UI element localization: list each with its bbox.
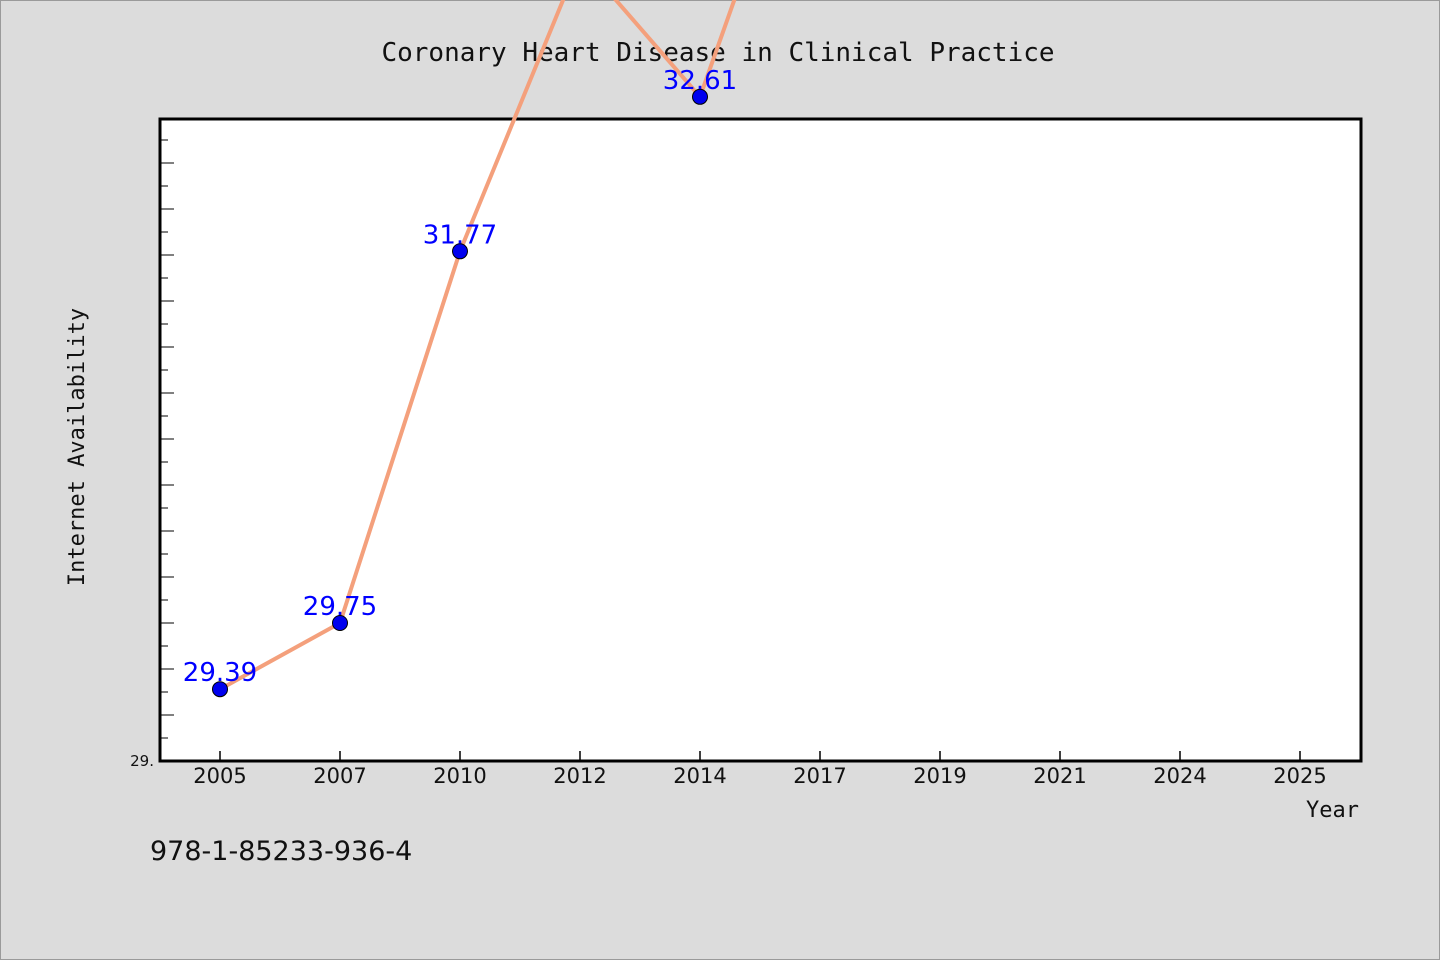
y-tick-label: 29. — [130, 752, 154, 770]
data-label: 31.77 — [423, 220, 497, 250]
x-tick-label: 2010 — [433, 764, 486, 788]
data-label: 32.61 — [663, 66, 737, 96]
data-label: 29.75 — [303, 592, 377, 622]
series-group: 29.3929.7531.7733.3632.6134.4534.7434.08… — [183, 0, 737, 698]
x-tick-label: 2019 — [913, 764, 966, 788]
x-axis-label: Year — [1306, 798, 1359, 823]
series-line — [219, 0, 737, 691]
x-axis: 2005 2007 2010 2012 2014 2017 2019 2021 2024 2025 — [193, 751, 1327, 788]
x-tick-label: 2007 — [313, 764, 366, 788]
x-tick-label: 2005 — [193, 764, 246, 788]
x-tick-label: 2025 — [1273, 764, 1326, 788]
data-point — [452, 243, 468, 260]
x-tick-label: 2017 — [793, 764, 846, 788]
plot-area — [158, 117, 1363, 763]
x-tick-label: 2012 — [553, 764, 606, 788]
x-tick-label: 2024 — [1153, 764, 1206, 788]
data-point — [332, 615, 348, 631]
data-point — [212, 681, 228, 698]
x-tick-label: 2014 — [673, 764, 726, 788]
y-axis-label: Internet Availability — [65, 308, 90, 586]
x-tick-label: 2021 — [1033, 764, 1086, 788]
data-point — [692, 88, 708, 105]
y-axis-ticks — [160, 139, 174, 739]
data-label: 29.39 — [183, 658, 257, 688]
isbn-text: 978-1-85233-936-4 — [150, 836, 413, 867]
